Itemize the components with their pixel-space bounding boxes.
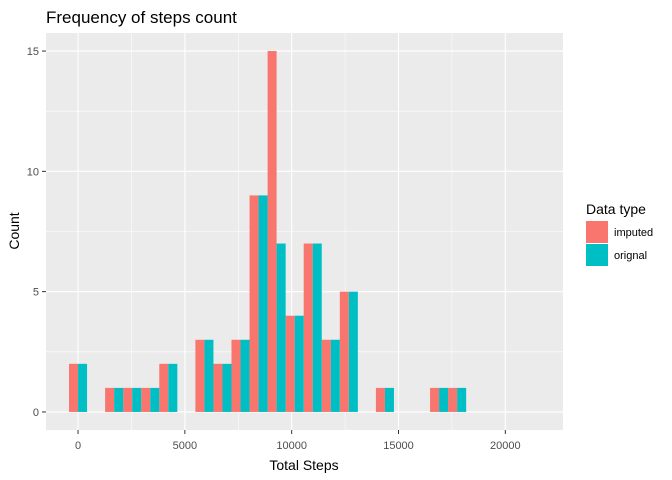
legend-label-orignal: orignal [614, 250, 647, 262]
legend-title: Data type [586, 201, 646, 217]
bar-orignal [384, 387, 394, 412]
chart-title: Frequency of steps count [46, 8, 237, 27]
bar-orignal [150, 387, 160, 412]
bar-orignal [439, 387, 449, 412]
legend-items: imputed orignal [586, 221, 653, 266]
bar-orignal [258, 195, 268, 412]
legend-swatch-orignal [586, 244, 608, 266]
y-tick-label: 15 [27, 46, 39, 58]
x-tick-label: 5000 [173, 440, 197, 452]
bar-imputed [430, 387, 440, 412]
x-tick-label: 20000 [490, 440, 521, 452]
y-axis-title: Count [6, 212, 22, 249]
x-tick-label: 10000 [276, 440, 307, 452]
bar-orignal [114, 387, 124, 412]
y-tick-label: 10 [27, 166, 39, 178]
bar-orignal [78, 363, 88, 412]
bar-orignal [348, 291, 358, 412]
bar-imputed [267, 51, 277, 412]
bar-orignal [240, 339, 250, 412]
bar-orignal [222, 363, 232, 412]
bar-orignal [204, 339, 214, 412]
bar-orignal [294, 315, 304, 412]
bar-imputed [339, 291, 349, 412]
bar-imputed [213, 363, 223, 412]
bar-imputed [303, 243, 313, 412]
bar-imputed [249, 195, 259, 412]
x-tick-label: 15000 [383, 440, 414, 452]
y-axis-ticks: 0 5 10 15 [27, 46, 46, 419]
bar-orignal [330, 339, 340, 412]
bar-imputed [375, 387, 385, 412]
bar-orignal [276, 243, 286, 412]
bar-imputed [448, 387, 458, 412]
bar-imputed [231, 339, 241, 412]
bar-orignal [312, 243, 322, 412]
legend-label-imputed: imputed [614, 227, 653, 239]
bar-imputed [105, 387, 115, 412]
minor-gridlines [46, 33, 563, 430]
bar-orignal [168, 363, 178, 412]
bar-orignal [457, 387, 467, 412]
bar-imputed [321, 339, 331, 412]
legend-swatch-imputed [586, 221, 608, 243]
bars-group [69, 51, 467, 412]
bar-imputed [69, 363, 79, 412]
y-tick-label: 5 [33, 287, 39, 299]
legend: Data type imputed orignal [586, 201, 653, 266]
x-tick-label: 0 [75, 440, 81, 452]
y-tick-label: 0 [33, 407, 39, 419]
bar-imputed [285, 315, 295, 412]
x-axis-ticks: 0 5000 10000 15000 20000 [75, 430, 521, 452]
bar-orignal [132, 387, 142, 412]
x-axis-title: Total Steps [269, 457, 338, 473]
bar-imputed [123, 387, 133, 412]
bar-imputed [195, 339, 205, 412]
bar-imputed [159, 363, 169, 412]
bar-imputed [141, 387, 151, 412]
